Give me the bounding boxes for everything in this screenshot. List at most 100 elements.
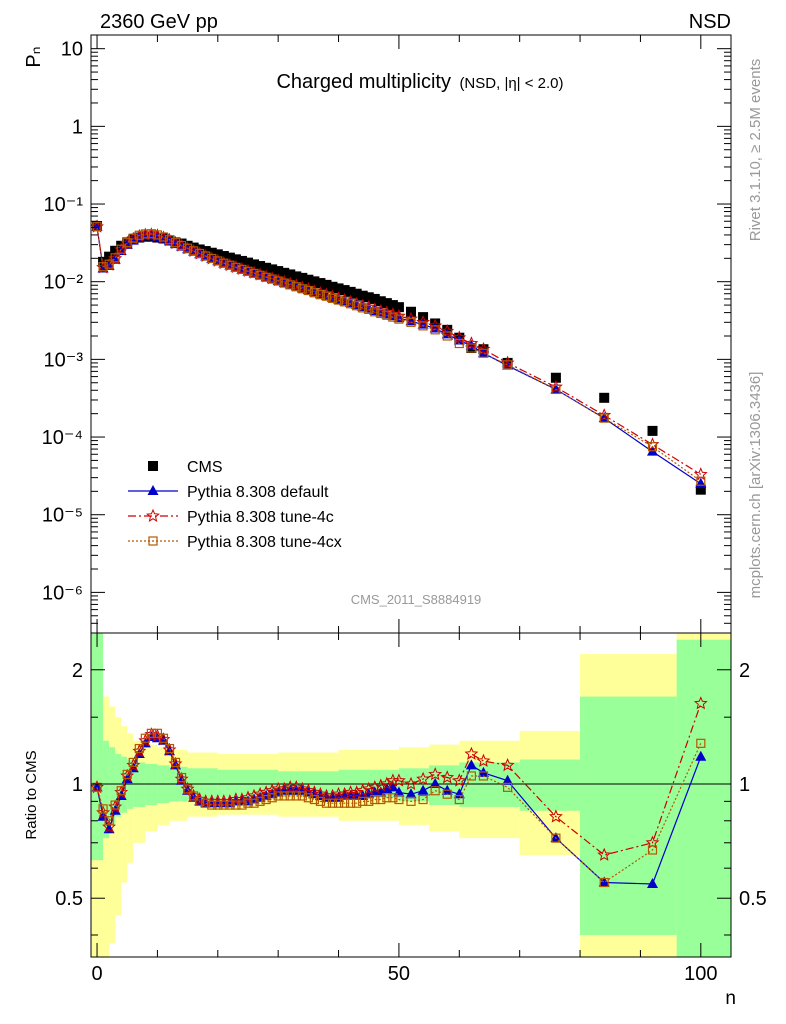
ratio-panel: 0.5 0.5 1 1 2 2 0 50 100 Ratio to CMS n (23, 632, 767, 1009)
data-point (321, 279, 332, 290)
data-point (176, 240, 187, 251)
ratio-point (285, 791, 295, 801)
main-title-text: Charged multiplicity (276, 71, 451, 93)
legend-item: Pythia 8.308 tune-4cx (128, 534, 342, 551)
ratio-line (96, 703, 702, 856)
data-point (242, 257, 253, 268)
data-point (476, 341, 491, 356)
ratio-point (478, 771, 489, 781)
ratio-point (440, 770, 455, 784)
data-point (345, 286, 356, 297)
data-point (236, 255, 247, 266)
ratio-point (500, 758, 515, 772)
ratio-point (352, 798, 362, 808)
ratio-point (406, 796, 416, 806)
data-point (92, 222, 102, 232)
data-point (279, 278, 289, 288)
legend-item: CMS (148, 459, 223, 476)
legend-marker (148, 461, 158, 471)
ratio-point (116, 786, 126, 796)
ratio-point (599, 877, 609, 888)
side-label-rivet: Rivet 3.1.10, ≥ 2.5M events (747, 59, 764, 242)
series-line (96, 226, 702, 485)
ratio-point (349, 785, 364, 799)
ratio-point (267, 793, 277, 803)
ratio-y-tick-label-right: 1 (739, 774, 750, 796)
ratio-point (279, 791, 289, 801)
ratio-point (140, 733, 150, 743)
data-point (201, 251, 211, 261)
legend-label: Pythia 8.308 default (187, 484, 329, 501)
data-point (339, 285, 350, 296)
uncertainty-band-inner (519, 759, 581, 811)
data-point (152, 230, 163, 240)
data-point (391, 308, 406, 323)
ratio-point (428, 767, 443, 781)
ratio-point (333, 798, 344, 808)
ratio-point (476, 753, 491, 767)
uncertainty-band-inner (115, 753, 122, 817)
ratio-point (303, 793, 313, 803)
data-point (381, 298, 392, 309)
data-point (696, 476, 706, 486)
data-point (382, 310, 392, 320)
ratio-point (243, 798, 253, 808)
data-point (440, 324, 455, 338)
ratio-point (367, 780, 382, 794)
data-point (297, 284, 307, 294)
ratio-point (249, 798, 259, 808)
ratio-point (241, 790, 255, 804)
data-point (503, 360, 513, 370)
ratio-point (388, 793, 398, 803)
ratio-point (337, 786, 352, 801)
data-point (387, 300, 398, 311)
ratio-frame (90, 632, 732, 958)
legend-item: Pythia 8.308 default (128, 484, 329, 501)
ratio-point (394, 794, 404, 805)
data-point (303, 274, 314, 285)
data-point (550, 372, 561, 383)
ratio-point (309, 794, 319, 805)
ratio-point (548, 809, 563, 823)
ratio-point (315, 796, 326, 806)
ratio-point (92, 782, 102, 792)
ratio-point (364, 796, 374, 806)
legend-item: Pythia 8.308 tune-4c (128, 508, 334, 526)
ratio-point (134, 743, 144, 754)
ratio-point (122, 769, 132, 779)
uncertainty-band-inner (133, 762, 146, 807)
data-point (394, 314, 404, 324)
ratio-point (98, 804, 108, 814)
data-point (255, 270, 265, 280)
data-point (464, 336, 479, 350)
data-point (454, 338, 464, 349)
ratio-point (255, 796, 265, 806)
ratio-point (391, 773, 406, 787)
ratio-series-pythia-8-308-tune-4cx (92, 728, 706, 888)
data-point (291, 282, 301, 292)
data-point (189, 246, 199, 256)
ratio-point (370, 794, 380, 805)
data-point (442, 331, 452, 341)
ratio-y-tick-label: 1 (72, 774, 83, 796)
data-point (369, 293, 380, 304)
y-tick-label: 10 (61, 39, 83, 61)
ratio-point (222, 794, 237, 808)
ratio-y-tick-label-right: 2 (739, 660, 750, 682)
y-tick-label: 10⁻⁴ (42, 427, 83, 449)
ratio-point (551, 833, 561, 843)
data-point (388, 312, 398, 322)
legend-label: Pythia 8.308 tune-4cx (187, 534, 342, 551)
ratio-point (152, 728, 163, 738)
ratio-ylabel: Ratio to CMS (23, 750, 40, 839)
legend-marker (146, 508, 160, 522)
series-line (96, 226, 702, 475)
ratio-point (373, 778, 388, 792)
data-point (695, 484, 706, 495)
data-point (110, 245, 121, 256)
x-tick-label: 0 (91, 963, 102, 985)
ratio-point (503, 782, 513, 792)
data-point (231, 262, 241, 272)
data-point (158, 232, 169, 242)
data-point (428, 318, 443, 332)
